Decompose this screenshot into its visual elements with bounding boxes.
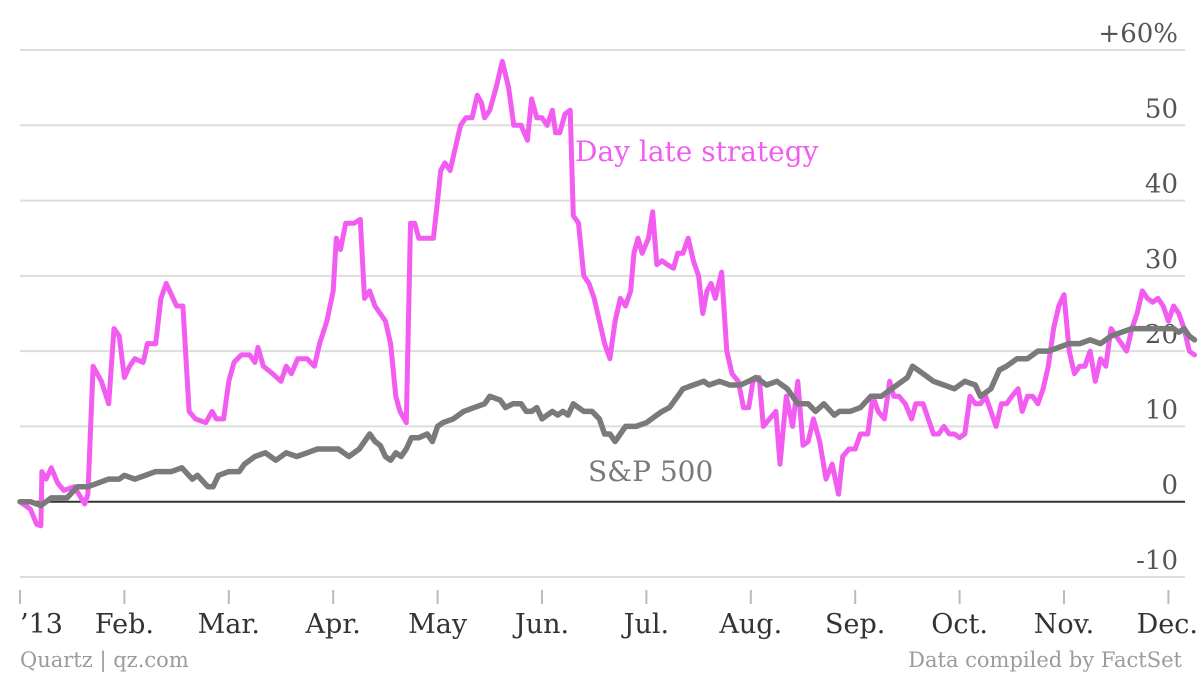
- y-tick-label: +60%: [1098, 19, 1178, 49]
- y-axis-ticks: +60% -10 0 10 20 30 40 50: [1098, 19, 1178, 576]
- x-tick-label: ’13: [20, 609, 63, 640]
- y-tick-label: 50: [1145, 94, 1178, 124]
- x-tick-label: Jul.: [621, 609, 669, 640]
- x-tick-label: Feb.: [95, 609, 154, 640]
- source-credit: Quartz | qz.com: [20, 648, 189, 672]
- x-tick-label: Jun.: [512, 609, 569, 640]
- x-tick-label: Nov.: [1034, 609, 1095, 640]
- data-credit: Data compiled by FactSet: [908, 648, 1182, 672]
- x-tick-label: Apr.: [305, 609, 361, 640]
- y-tick-label: 20: [1145, 320, 1178, 350]
- series-lines: [17, 58, 1198, 529]
- y-tick-label: 30: [1145, 245, 1178, 275]
- y-tick-label: -10: [1136, 546, 1178, 576]
- gridlines: [20, 49, 1185, 578]
- y-tick-label: 10: [1145, 395, 1178, 425]
- x-tick-label: Dec.: [1137, 609, 1198, 640]
- series-label-day-late-strategy: Day late strategy: [575, 135, 819, 168]
- x-tick-label: May: [408, 609, 468, 640]
- series-line-sp500: [17, 325, 1198, 509]
- x-tick-label: Mar.: [198, 609, 260, 640]
- series-line-day-late-strategy: [17, 58, 1197, 529]
- y-tick-label: 0: [1161, 471, 1178, 501]
- x-axis-ticks: ’13 Feb. Mar. Apr. May Jun. Jul. Aug. Sep. Oct. No…: [19, 590, 1198, 640]
- y-tick-label: 40: [1145, 170, 1178, 200]
- x-tick-label: Oct.: [931, 609, 988, 640]
- series-label-sp500: S&P 500: [588, 455, 713, 488]
- x-tick-label: Sep.: [825, 609, 885, 640]
- x-tick-label: Aug.: [718, 609, 782, 640]
